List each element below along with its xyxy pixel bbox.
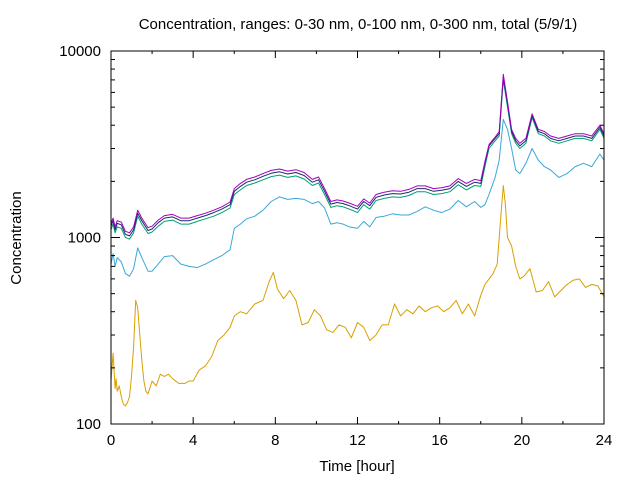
x-tick-label: 12 (349, 432, 366, 449)
x-tick-label: 16 (431, 432, 448, 449)
y-axis: 100 1000 10000 (59, 43, 604, 433)
x-axis: 0 4 8 12 16 20 24 (107, 51, 613, 449)
x-tick-label: 8 (271, 432, 279, 449)
y-tick-label: 1000 (68, 230, 101, 247)
y-tick-label: 10000 (59, 43, 101, 60)
series-line-2 (110, 118, 605, 277)
series-layer (110, 73, 605, 407)
x-axis-label: Time [hour] (319, 458, 394, 475)
series-line-3 (110, 79, 605, 240)
chart-title: Concentration, ranges: 0-30 nm, 0-100 nm… (139, 16, 578, 33)
series-line-1 (110, 185, 605, 407)
y-tick-label: 100 (76, 416, 101, 433)
series-line-4 (110, 76, 605, 237)
x-tick-label: 20 (513, 432, 530, 449)
series-line-5 (110, 73, 605, 234)
y-axis-label: Concentration (8, 191, 25, 284)
x-tick-label: 4 (189, 432, 197, 449)
x-tick-label: 24 (596, 432, 613, 449)
x-tick-label: 0 (107, 432, 115, 449)
